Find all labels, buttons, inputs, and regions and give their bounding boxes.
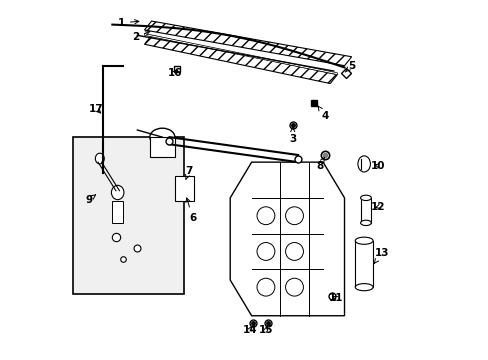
Text: 1: 1 bbox=[118, 18, 139, 28]
Bar bbox=[354, 241, 372, 287]
Bar bbox=[360, 198, 370, 223]
Text: 12: 12 bbox=[370, 202, 385, 212]
Text: 2: 2 bbox=[132, 31, 149, 42]
Circle shape bbox=[257, 278, 274, 296]
Text: 7: 7 bbox=[185, 166, 192, 179]
Text: 6: 6 bbox=[185, 198, 196, 222]
Bar bbox=[149, 137, 175, 157]
Ellipse shape bbox=[111, 185, 123, 200]
Text: 4: 4 bbox=[317, 105, 328, 121]
Polygon shape bbox=[144, 35, 337, 84]
Text: 9: 9 bbox=[85, 195, 96, 204]
Ellipse shape bbox=[360, 195, 370, 201]
Text: 15: 15 bbox=[258, 325, 273, 335]
Text: 8: 8 bbox=[315, 158, 324, 171]
FancyBboxPatch shape bbox=[73, 137, 183, 294]
Bar bbox=[112, 202, 123, 223]
Circle shape bbox=[285, 207, 303, 225]
Circle shape bbox=[285, 278, 303, 296]
Text: 17: 17 bbox=[89, 104, 103, 113]
Polygon shape bbox=[144, 21, 351, 66]
Ellipse shape bbox=[149, 128, 175, 146]
Circle shape bbox=[257, 243, 274, 260]
Text: 3: 3 bbox=[288, 127, 296, 144]
Polygon shape bbox=[144, 33, 337, 75]
Text: 10: 10 bbox=[370, 161, 385, 171]
Text: 16: 16 bbox=[167, 68, 182, 78]
Ellipse shape bbox=[354, 237, 372, 244]
Text: 11: 11 bbox=[327, 293, 342, 303]
Text: 5: 5 bbox=[345, 61, 355, 72]
Bar bbox=[175, 176, 194, 202]
Circle shape bbox=[285, 243, 303, 260]
Ellipse shape bbox=[95, 153, 104, 164]
Polygon shape bbox=[230, 162, 344, 316]
Ellipse shape bbox=[354, 284, 372, 291]
Circle shape bbox=[257, 207, 274, 225]
Ellipse shape bbox=[357, 156, 370, 172]
Ellipse shape bbox=[360, 220, 370, 226]
Text: 13: 13 bbox=[373, 248, 388, 264]
Text: 14: 14 bbox=[242, 325, 257, 335]
